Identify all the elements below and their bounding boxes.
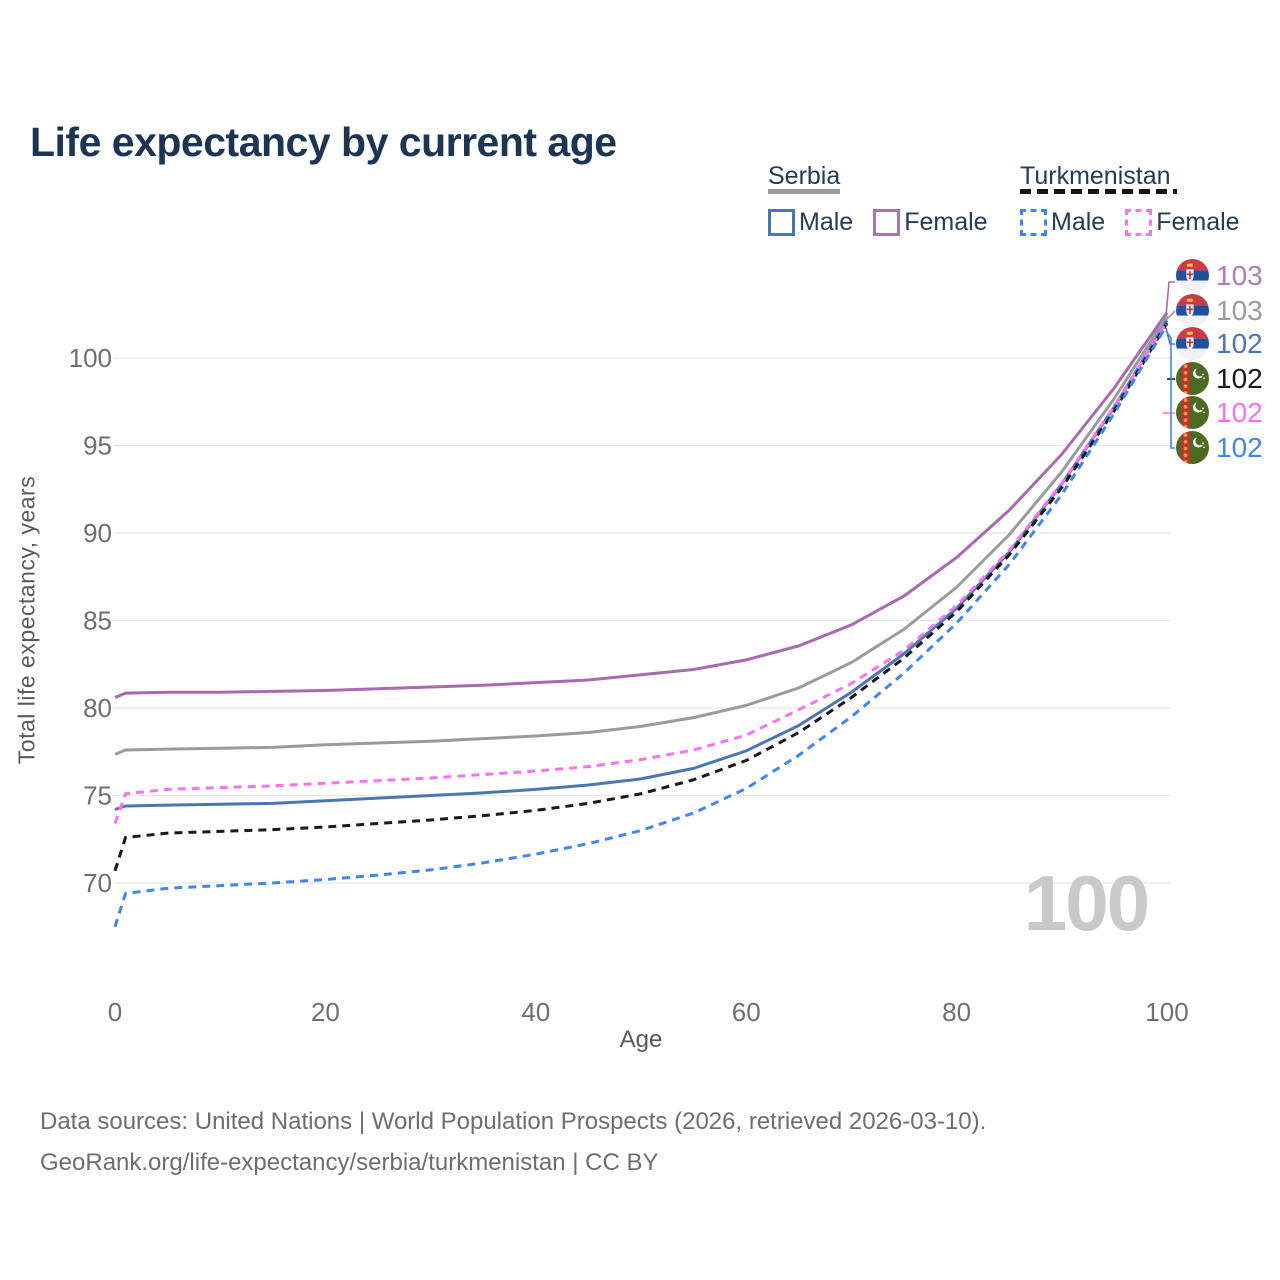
y-tick-label: 100: [69, 343, 112, 373]
line-label-turkmenistan-male: 102: [1176, 431, 1263, 464]
line-label-serbia-female: 103: [1176, 259, 1263, 292]
label-connector: [1165, 310, 1176, 321]
y-axis-title: Total life expectancy, years: [13, 475, 40, 765]
label-connector: [1165, 330, 1175, 449]
x-tick-label: 40: [521, 997, 550, 1027]
legend-item-serbia-female[interactable]: Female: [873, 208, 988, 237]
line-end-value: 102: [1216, 327, 1263, 359]
legend-item-serbia-male[interactable]: Male: [768, 208, 853, 237]
x-tick-label: 100: [1145, 997, 1188, 1027]
attribution-link[interactable]: GeoRank.org/life-expectancy/serbia/turkm…: [40, 1149, 659, 1176]
series-line-turkmenistan: [113, 322, 1169, 872]
turkmenistan-flag-icon: [1176, 362, 1209, 395]
serbia-flag-icon: [1176, 259, 1209, 292]
line-end-value: 103: [1216, 259, 1263, 291]
turkmenistan-flag-icon: [1176, 396, 1209, 429]
turkmenistan-female-swatch-icon: [1125, 209, 1153, 236]
legend-group-turkmenistan: Turkmenistan Male Female: [1020, 162, 1240, 237]
page-title: Life expectancy by current age: [30, 119, 617, 166]
x-tick-label: 0: [108, 997, 122, 1027]
series-line-serbia: [114, 315, 1169, 756]
x-tick-label: 20: [311, 997, 340, 1027]
legend-item-turkmenistan-female[interactable]: Female: [1125, 208, 1240, 237]
serbia-flag-icon: [1176, 294, 1209, 327]
x-tick-label: 60: [732, 997, 761, 1027]
y-tick-label: 80: [83, 693, 112, 723]
line-end-value: 102: [1216, 396, 1263, 428]
legend-label: Female: [904, 208, 988, 236]
series-line-turkmenistan-male: [113, 323, 1169, 928]
line-label-serbia-total: 103: [1176, 294, 1263, 327]
line-end-value: 102: [1216, 431, 1263, 463]
series-line-serbia-male: [114, 319, 1169, 811]
line-end-value: 102: [1216, 362, 1263, 394]
y-tick-label: 70: [83, 868, 112, 898]
line-label-serbia-male: 102: [1176, 327, 1263, 360]
serbia-male-swatch-icon: [768, 209, 795, 236]
series-line-serbia-female: [114, 311, 1169, 699]
series-line-turkmenistan-female: [113, 320, 1169, 825]
turkmenistan-line-sample: [1020, 189, 1177, 194]
legend-group-serbia: Serbia Male Female: [768, 162, 988, 237]
line-end-value: 103: [1216, 294, 1263, 326]
y-tick-label: 85: [83, 606, 112, 636]
y-tick-label: 95: [83, 431, 112, 461]
legend-header-turkmenistan: Turkmenistan: [1020, 162, 1171, 190]
y-tick-label: 75: [83, 781, 112, 811]
data-sources-note: Data sources: United Nations | World Pop…: [40, 1108, 987, 1135]
serbia-line-sample: [768, 189, 840, 194]
line-label-turkmenistan-total: 102: [1176, 362, 1263, 395]
legend-header-serbia: Serbia: [768, 162, 841, 190]
legend-label: Female: [1156, 208, 1240, 236]
turkmenistan-flag-icon: [1176, 431, 1209, 464]
line-label-turkmenistan-female: 102: [1176, 396, 1263, 429]
legend-label: Male: [799, 208, 854, 236]
label-connector: [1165, 281, 1175, 317]
serbia-flag-icon: [1176, 327, 1209, 360]
y-tick-label: 90: [83, 518, 112, 548]
x-tick-label: 80: [942, 997, 971, 1027]
legend-item-turkmenistan-male[interactable]: Male: [1020, 208, 1105, 237]
legend-label: Male: [1051, 208, 1106, 236]
turkmenistan-male-swatch-icon: [1020, 209, 1047, 236]
serbia-female-swatch-icon: [873, 209, 901, 236]
watermark-100: 100: [1023, 859, 1150, 947]
x-axis-title: Age: [619, 1026, 663, 1053]
